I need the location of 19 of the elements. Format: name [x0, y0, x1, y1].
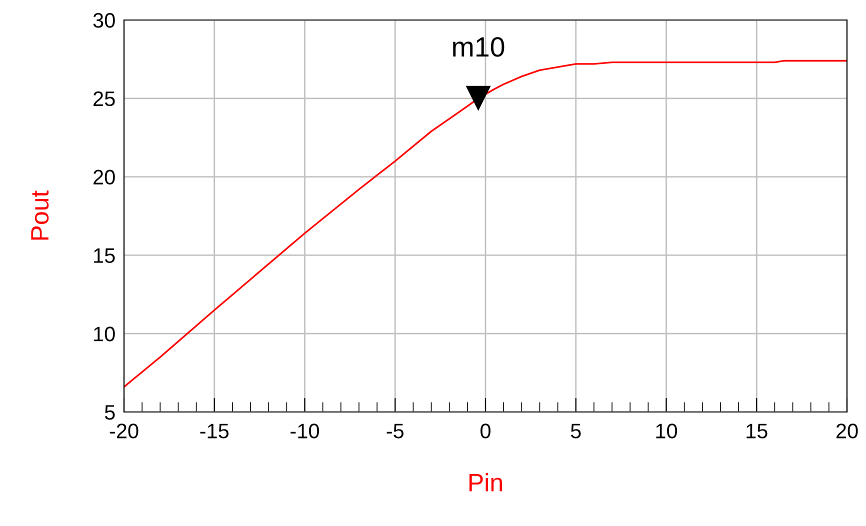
x-tick-label: 0 — [480, 424, 490, 438]
x-tick-label: 20 — [836, 424, 858, 438]
line-series — [124, 60, 847, 388]
y-axis-title: Pout — [31, 190, 49, 240]
x-tick-label: -5 — [386, 424, 404, 438]
x-tick-label: -20 — [110, 424, 138, 438]
annotation: m10 — [453, 37, 504, 57]
y-tick-label: 10 — [94, 326, 115, 342]
x-tick-label: 10 — [656, 424, 678, 438]
x-tick-label: 15 — [746, 424, 768, 438]
y-tick-label: 20 — [94, 170, 115, 185]
y-tick-label: 25 — [94, 91, 115, 106]
x-tick-label: -15 — [200, 424, 229, 438]
y-tick-label: 30 — [93, 13, 115, 28]
y-tick-label: 15 — [94, 248, 115, 263]
x-axis-title: Pin — [469, 473, 502, 492]
y-tick-label: 5 — [104, 405, 115, 420]
x-tick-label: -10 — [290, 424, 319, 438]
x-tick-label: 5 — [570, 424, 581, 438]
